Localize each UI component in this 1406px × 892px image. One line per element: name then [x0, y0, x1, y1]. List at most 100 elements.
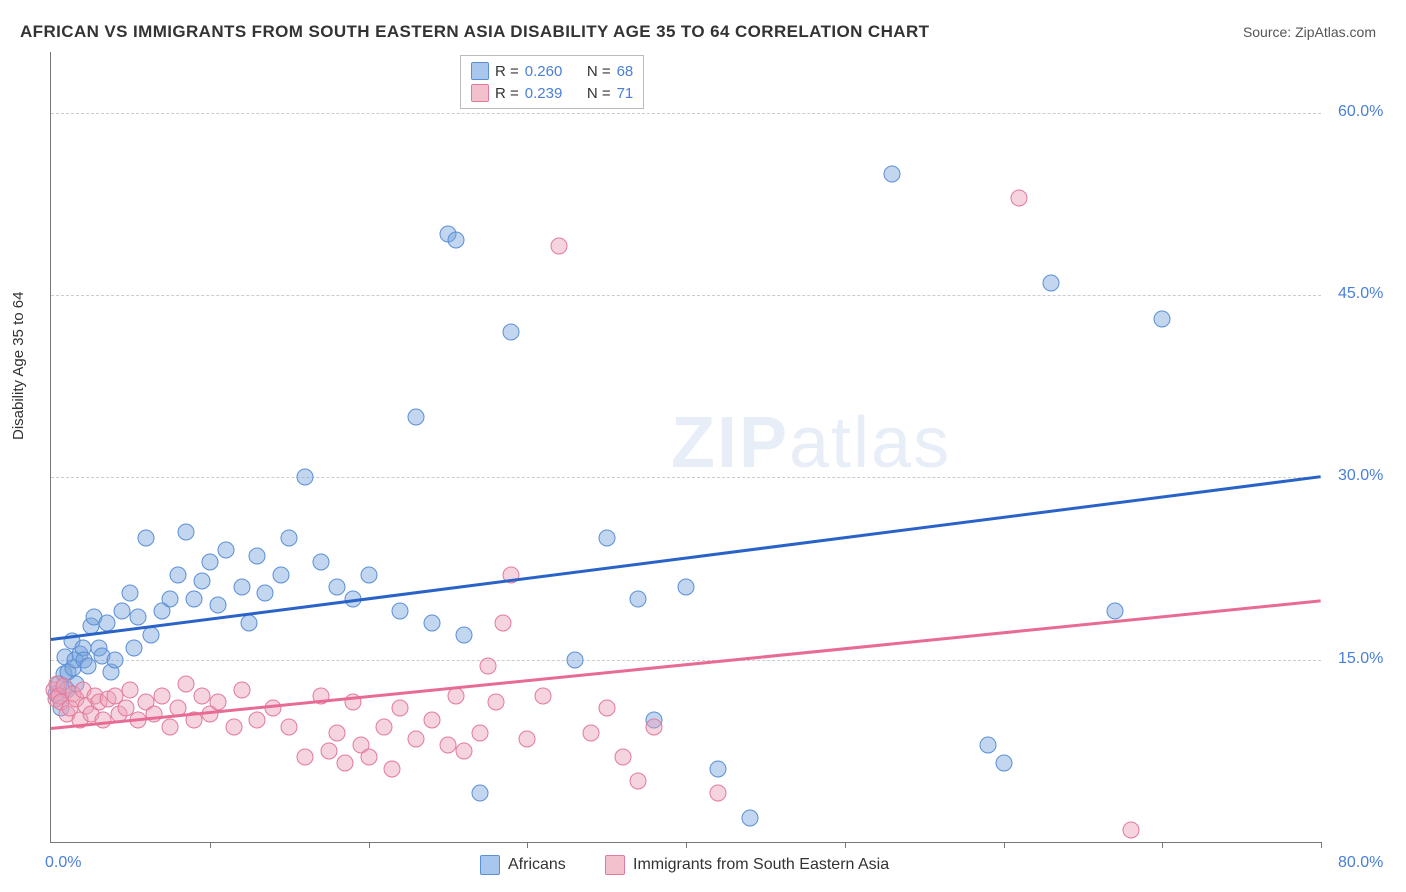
data-point	[233, 578, 250, 595]
gridline	[51, 295, 1321, 296]
data-point	[424, 712, 441, 729]
data-point	[257, 584, 274, 601]
data-point	[193, 688, 210, 705]
legend-swatch	[605, 855, 625, 875]
data-point	[741, 809, 758, 826]
data-point	[154, 688, 171, 705]
data-point	[392, 603, 409, 620]
data-point	[495, 615, 512, 632]
data-point	[376, 718, 393, 735]
data-point	[424, 615, 441, 632]
data-point	[519, 730, 536, 747]
n-label: N =	[587, 63, 611, 80]
x-tick-mark	[210, 842, 211, 848]
data-point	[995, 755, 1012, 772]
data-point	[138, 530, 155, 547]
gridline	[51, 477, 1321, 478]
data-point	[408, 730, 425, 747]
data-point	[646, 718, 663, 735]
data-point	[384, 761, 401, 778]
r-value: 0.260	[525, 63, 563, 80]
correlation-legend: R = 0.260 N = 68 R = 0.239 N = 71	[460, 55, 644, 109]
x-tick-mark	[369, 842, 370, 848]
data-point	[630, 590, 647, 607]
legend-swatch	[480, 855, 500, 875]
data-point	[122, 584, 139, 601]
data-point	[614, 748, 631, 765]
data-point	[535, 688, 552, 705]
data-point	[328, 724, 345, 741]
data-point	[1122, 821, 1139, 838]
y-axis-label: Disability Age 35 to 64	[10, 292, 27, 440]
trend-line	[51, 475, 1321, 641]
data-point	[598, 700, 615, 717]
watermark-light: atlas	[789, 403, 951, 483]
data-point	[678, 578, 695, 595]
data-point	[125, 639, 142, 656]
data-point	[630, 773, 647, 790]
y-tick-label: 30.0%	[1338, 467, 1383, 485]
data-point	[201, 554, 218, 571]
legend-swatch	[471, 84, 489, 102]
chart-title: AFRICAN VS IMMIGRANTS FROM SOUTH EASTERN…	[20, 22, 929, 42]
y-tick-label: 45.0%	[1338, 285, 1383, 303]
data-point	[233, 682, 250, 699]
data-point	[162, 718, 179, 735]
source-label: Source:	[1243, 24, 1291, 40]
source-attribution: Source: ZipAtlas.com	[1243, 24, 1376, 40]
n-label: N =	[587, 85, 611, 102]
data-point	[479, 657, 496, 674]
legend-row: R = 0.239 N = 71	[471, 82, 633, 104]
data-point	[193, 572, 210, 589]
data-point	[1154, 311, 1171, 328]
n-value: 68	[617, 63, 634, 80]
x-tick-mark	[686, 842, 687, 848]
data-point	[360, 748, 377, 765]
legend-item: Immigrants from South Eastern Asia	[605, 855, 889, 875]
data-point	[297, 748, 314, 765]
watermark-bold: ZIP	[671, 403, 789, 483]
data-point	[281, 530, 298, 547]
data-point	[177, 676, 194, 693]
data-point	[439, 736, 456, 753]
data-point	[162, 590, 179, 607]
data-point	[273, 566, 290, 583]
chart-container: { "title": "AFRICAN VS IMMIGRANTS FROM S…	[0, 0, 1406, 892]
data-point	[177, 524, 194, 541]
data-point	[1011, 189, 1028, 206]
gridline	[51, 660, 1321, 661]
data-point	[143, 627, 160, 644]
data-point	[297, 469, 314, 486]
data-point	[1043, 274, 1060, 291]
source-link[interactable]: ZipAtlas.com	[1295, 24, 1376, 40]
data-point	[1106, 603, 1123, 620]
y-tick-label: 15.0%	[1338, 650, 1383, 668]
data-point	[336, 755, 353, 772]
data-point	[320, 742, 337, 759]
data-point	[455, 627, 472, 644]
data-point	[884, 165, 901, 182]
n-value: 71	[617, 85, 634, 102]
data-point	[408, 408, 425, 425]
data-point	[209, 694, 226, 711]
x-tick-mark	[527, 842, 528, 848]
legend-label: Immigrants from South Eastern Asia	[633, 856, 889, 874]
data-point	[106, 651, 123, 668]
data-point	[471, 785, 488, 802]
x-tick-mark	[1321, 842, 1322, 848]
data-point	[447, 232, 464, 249]
x-origin-label: 0.0%	[45, 854, 81, 872]
data-point	[392, 700, 409, 717]
data-point	[241, 615, 258, 632]
data-point	[249, 712, 266, 729]
data-point	[122, 682, 139, 699]
data-point	[471, 724, 488, 741]
data-point	[709, 761, 726, 778]
legend-item: Africans	[480, 855, 566, 875]
data-point	[447, 688, 464, 705]
data-point	[130, 609, 147, 626]
data-point	[114, 603, 131, 620]
data-point	[146, 706, 163, 723]
data-point	[312, 554, 329, 571]
legend-swatch	[471, 62, 489, 80]
